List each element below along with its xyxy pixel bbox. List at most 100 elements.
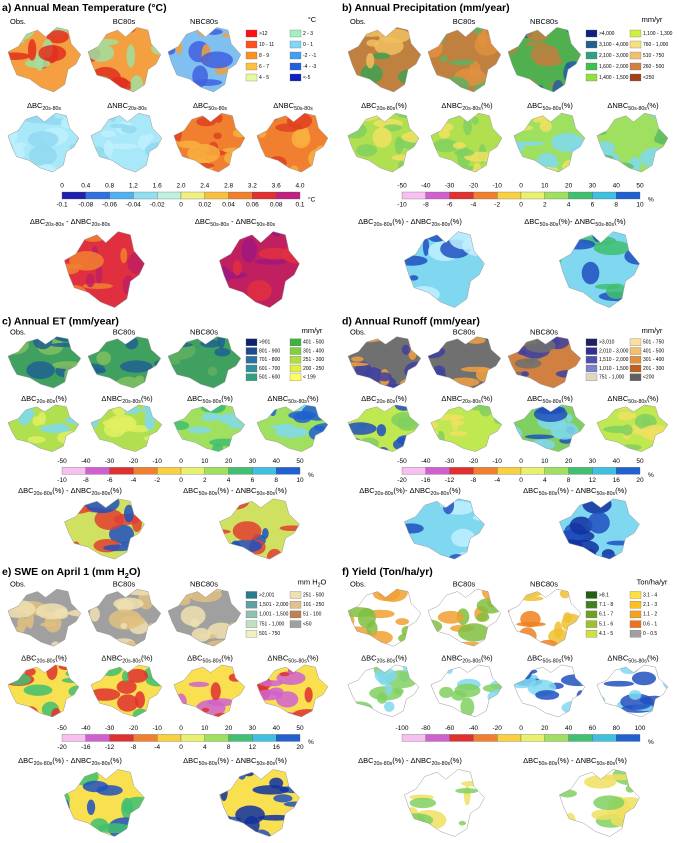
map-patch [419,707,446,720]
colorbar-tick: 2.8 [224,183,233,190]
legend-swatch [290,374,301,381]
map-label-part: ΔNBC [607,101,628,110]
map-patch [254,116,264,126]
map-label: Obs. [10,327,26,336]
map-patch [654,138,670,143]
map-label: ΔBC20s-80s(%) [21,654,67,665]
legend-unit: °C [308,15,317,24]
map-label: NBC80s [190,327,218,336]
legend-swatch [586,41,597,48]
map-patch [249,122,258,132]
map-patch [439,168,457,175]
legend-swatch [630,63,641,70]
map-patch [397,435,416,445]
legend-label: -4 - -3 [303,64,317,70]
map-label-sub: 50s-80s [208,106,227,112]
colorbar-bin [426,192,450,199]
colorbar-tick: -10 [492,458,502,465]
map-patch [166,83,174,88]
legend-label: 401 - 500 [303,340,324,346]
colorbar-tick: -30 [445,183,455,190]
colorbar-tick: 0 [519,725,523,732]
map-patch [259,248,290,260]
map-patch [322,400,329,414]
map-patch [409,275,418,280]
map-patch [68,400,86,408]
colorbar-tick: -6 [447,202,453,209]
map-label-part: NBC80s [530,579,558,588]
map-patch [29,146,57,166]
map-label-part: Obs. [10,17,26,26]
legend-label: >12 [259,31,268,37]
legend-swatch [630,374,641,381]
colorbar-tick: -2 [154,477,160,484]
map-patch [40,425,71,433]
map-patch [88,44,114,62]
map-patch [13,82,33,90]
map-patch [82,233,104,242]
map-patch [392,154,417,160]
colorbar-tick: 50 [636,183,644,190]
legend-swatch [630,601,641,608]
colorbar-bin [402,467,426,474]
map-patch [373,127,392,147]
map-patch [294,298,307,306]
map-patch [651,701,679,710]
colorbar-tick: 6 [251,477,255,484]
map-label: NBC80s [530,579,558,588]
colorbar-bin [157,734,181,741]
map-label-sub: 50s-80s [294,106,313,112]
colorbar-bin [545,192,569,199]
map-patch [474,226,495,250]
colorbar-bin [592,467,616,474]
map-label-part: ΔBC [358,217,374,226]
map-label-sub: 20s-80s [91,222,110,228]
colorbar-bin [252,734,276,741]
legend-label: 1,600 - 2,000 [599,64,629,70]
map-patch [466,337,485,344]
map-label: BC80s [453,17,476,26]
map-patch [154,360,171,367]
legend-label: 760 - 1,000 [643,42,669,48]
map-patch [477,807,488,826]
colorbar-tick: 0 [179,744,183,751]
map-patch [526,26,549,42]
map-patch [518,627,536,645]
legend-swatch [290,591,301,598]
legend-unit: mm/yr [642,326,663,335]
map-patch [427,635,453,643]
map-patch [117,694,138,711]
legend-swatch [246,348,257,355]
legend-label: 51 - 100 [303,612,322,618]
map-patch [89,688,120,700]
legend-label: >8.1 [599,592,609,598]
colorbar-tick: -10 [397,202,407,209]
map-patch [233,129,246,137]
legend-label: 0.6 - 1 [643,621,657,627]
map-label-part: (%) [481,654,493,663]
map-patch [226,622,244,642]
map-patch [409,669,417,676]
map-label-sub: 20s-80s [122,659,141,665]
legend-swatch [246,591,257,598]
map-patch [530,45,559,64]
colorbar-tick: -60 [445,725,455,732]
map [411,334,512,393]
colorbar-tick: 30 [249,725,257,732]
map-label: ΔBC50s-80s(%) - ΔNBC50s-80s(%) [183,486,287,497]
colorbar-tick: 4 [227,477,231,484]
colorbar-bin [181,192,205,199]
map-patch [221,815,232,822]
legend-label: <50 [303,621,312,627]
map-patch [423,237,429,256]
map-patch [269,401,277,416]
map-patch [66,709,76,725]
legend-label: 201 - 300 [643,366,664,372]
colorbar-unit: % [308,739,314,746]
colorbar-bin [62,192,86,199]
map-label-sub: 50s-80s [543,106,562,112]
legend-unit: mm/yr [302,326,323,335]
map [499,588,598,656]
map-patch [348,634,368,646]
legend-swatch [246,365,257,372]
